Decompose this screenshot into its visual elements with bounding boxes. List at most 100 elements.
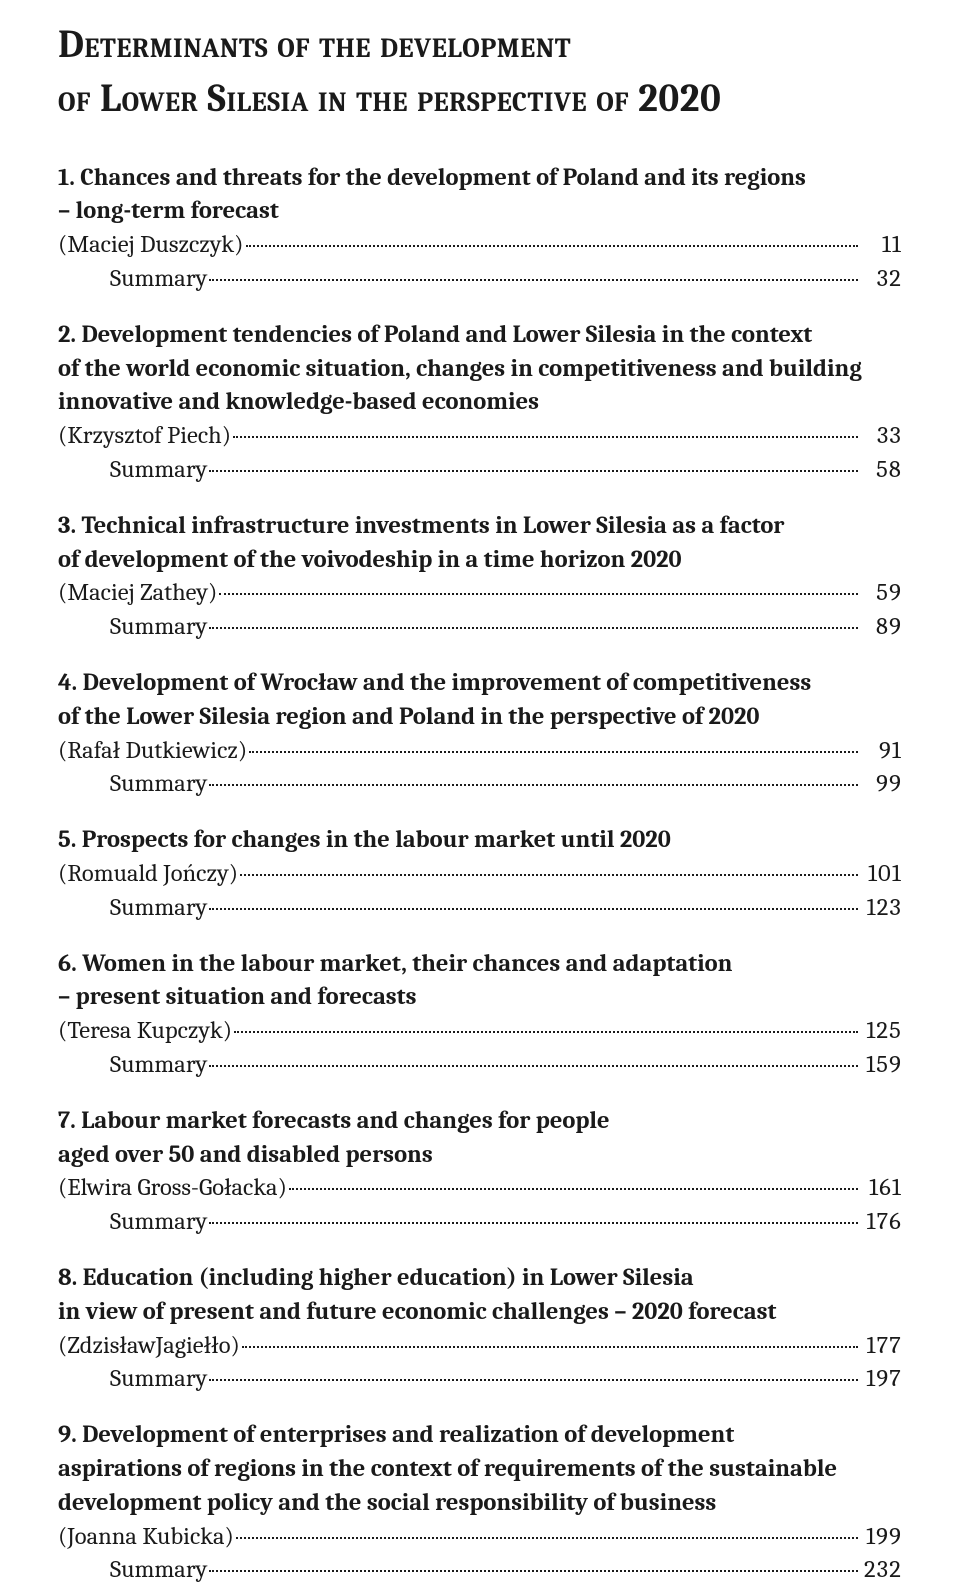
chapter-page: 199 — [860, 1521, 902, 1555]
toc-entry: 6. Women in the labour market, their cha… — [58, 948, 902, 1083]
author-line: (Joanna Kubicka) 199 — [58, 1521, 902, 1555]
summary-label: Summary — [110, 1206, 207, 1240]
author-name: (Romuald Jończy) — [58, 858, 238, 892]
entry-heading-cont: – present situation and forecasts — [58, 981, 902, 1015]
author-name: (Elwira Gross-Gołacka) — [58, 1172, 287, 1206]
dot-leader — [219, 593, 858, 595]
author-name: (Teresa Kupczyk) — [58, 1015, 232, 1049]
toc-entry: 7. Labour market forecasts and changes f… — [58, 1105, 902, 1240]
dot-leader — [209, 908, 858, 910]
toc-entry: 2. Development tendencies of Poland and … — [58, 319, 902, 488]
summary-page: 123 — [860, 892, 902, 926]
title-line-2: of Lower Silesia in the perspective of 2… — [58, 76, 721, 121]
chapter-page: 33 — [860, 420, 902, 454]
entry-heading-cont: aged over 50 and disabled persons — [58, 1139, 902, 1173]
summary-page: 232 — [860, 1554, 902, 1588]
entry-heading: 9. Development of enterprises and realiz… — [58, 1419, 902, 1453]
summary-label: Summary — [110, 1554, 207, 1588]
entry-heading-cont: of the Lower Silesia region and Poland i… — [58, 701, 902, 735]
entry-heading-cont: of the world economic situation, changes… — [58, 353, 902, 387]
toc-entry: 9. Development of enterprises and realiz… — [58, 1419, 902, 1588]
summary-page: 197 — [860, 1363, 902, 1397]
entry-heading: 7. Labour market forecasts and changes f… — [58, 1105, 902, 1139]
summary-page: 159 — [860, 1049, 902, 1083]
entry-heading-cont: innovative and knowledge-based economies — [58, 386, 902, 420]
toc-entry: 5. Prospects for changes in the labour m… — [58, 824, 902, 925]
summary-line: Summary 99 — [110, 768, 902, 802]
summary-label: Summary — [110, 768, 207, 802]
chapter-page: 91 — [860, 735, 902, 769]
summary-page: 58 — [860, 454, 902, 488]
entry-heading-cont: in view of present and future economic c… — [58, 1296, 902, 1330]
entry-heading: 1. Chances and threats for the developme… — [58, 162, 902, 196]
entry-heading-cont: of development of the voivodeship in a t… — [58, 544, 902, 578]
dot-leader — [234, 1031, 858, 1033]
entry-heading-cont: development policy and the social respon… — [58, 1487, 902, 1521]
summary-line: Summary 176 — [110, 1206, 902, 1240]
author-name: (Krzysztof Piech) — [58, 420, 231, 454]
entry-heading-cont: aspirations of regions in the context of… — [58, 1453, 902, 1487]
dot-leader — [240, 874, 858, 876]
summary-line: Summary 32 — [110, 263, 902, 297]
dot-leader — [209, 1379, 858, 1381]
toc-entry: 8. Education (including higher education… — [58, 1262, 902, 1397]
summary-page: 32 — [860, 263, 902, 297]
chapter-page: 125 — [860, 1015, 902, 1049]
author-line: (Teresa Kupczyk) 125 — [58, 1015, 902, 1049]
summary-page: 99 — [860, 768, 902, 802]
summary-label: Summary — [110, 454, 207, 488]
table-of-contents: 1. Chances and threats for the developme… — [58, 162, 902, 1588]
dot-leader — [209, 1065, 858, 1067]
summary-label: Summary — [110, 611, 207, 645]
summary-label: Summary — [110, 263, 207, 297]
dot-leader — [233, 436, 858, 438]
chapter-page: 101 — [860, 858, 902, 892]
author-line: (Maciej Duszczyk) 11 — [58, 229, 902, 263]
dot-leader — [236, 1537, 858, 1539]
author-line: (ZdzisławJagiełło) 177 — [58, 1330, 902, 1364]
author-name: (ZdzisławJagiełło) — [58, 1330, 240, 1364]
dot-leader — [209, 1222, 858, 1224]
toc-entry: 4. Development of Wrocław and the improv… — [58, 667, 902, 802]
author-line: (Elwira Gross-Gołacka) 161 — [58, 1172, 902, 1206]
entry-heading: 5. Prospects for changes in the labour m… — [58, 824, 902, 858]
summary-page: 89 — [860, 611, 902, 645]
author-name: (Maciej Duszczyk) — [58, 229, 244, 263]
entry-heading: 6. Women in the labour market, their cha… — [58, 948, 902, 982]
chapter-page: 11 — [860, 229, 902, 263]
summary-line: Summary 58 — [110, 454, 902, 488]
summary-line: Summary 232 — [110, 1554, 902, 1588]
dot-leader — [246, 245, 859, 247]
dot-leader — [249, 751, 858, 753]
page-title: Determinants of the development of Lower… — [58, 18, 902, 126]
summary-line: Summary 123 — [110, 892, 902, 926]
toc-entry: 3. Technical infrastructure investments … — [58, 510, 902, 645]
author-name: (Maciej Zathey) — [58, 577, 217, 611]
author-line: (Maciej Zathey) 59 — [58, 577, 902, 611]
toc-entry: 1. Chances and threats for the developme… — [58, 162, 902, 297]
title-line-1: Determinants of the development — [58, 22, 571, 67]
author-line: (Rafał Dutkiewicz) 91 — [58, 735, 902, 769]
summary-label: Summary — [110, 1049, 207, 1083]
dot-leader — [209, 784, 858, 786]
chapter-page: 177 — [860, 1330, 902, 1364]
author-name: (Joanna Kubicka) — [58, 1521, 234, 1555]
author-line: (Romuald Jończy) 101 — [58, 858, 902, 892]
dot-leader — [209, 1570, 858, 1572]
entry-heading: 8. Education (including higher education… — [58, 1262, 902, 1296]
entry-heading: 2. Development tendencies of Poland and … — [58, 319, 902, 353]
chapter-page: 161 — [860, 1172, 902, 1206]
entry-heading: 4. Development of Wrocław and the improv… — [58, 667, 902, 701]
dot-leader — [209, 627, 858, 629]
summary-line: Summary 89 — [110, 611, 902, 645]
author-name: (Rafał Dutkiewicz) — [58, 735, 247, 769]
dot-leader — [242, 1346, 858, 1348]
author-line: (Krzysztof Piech) 33 — [58, 420, 902, 454]
dot-leader — [209, 279, 858, 281]
entry-heading: 3. Technical infrastructure investments … — [58, 510, 902, 544]
dot-leader — [289, 1188, 858, 1190]
summary-page: 176 — [860, 1206, 902, 1240]
summary-label: Summary — [110, 1363, 207, 1397]
summary-label: Summary — [110, 892, 207, 926]
chapter-page: 59 — [860, 577, 902, 611]
